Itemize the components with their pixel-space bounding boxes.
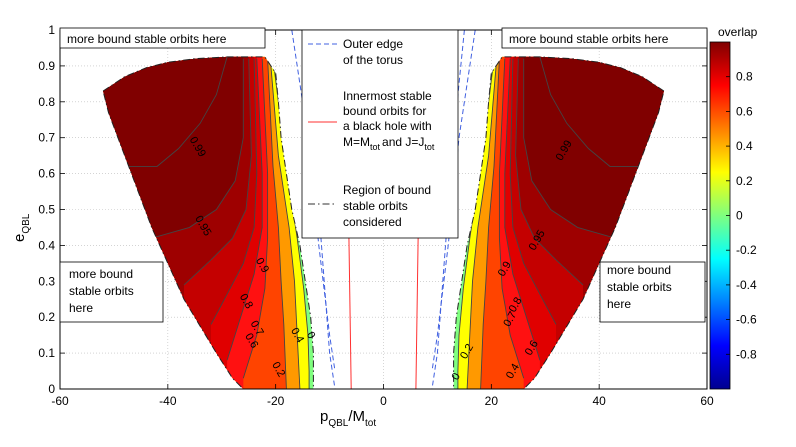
colorbar: overlap 0.8 0.6 0.4 0.2 0 -0.2 -0.4 -0.6 -0.8 [709,25,758,390]
colorbar-tick-label: -0.4 [736,278,757,292]
x-tick-label: 40 [592,394,606,408]
annotation-mid-right-line1: more bound [607,263,671,277]
contour-line [539,56,643,167]
colorbar-tick-label: -0.8 [736,347,757,361]
contour-label: 0 [450,371,463,382]
legend-box [301,29,459,239]
legend-region-line1: Region of bound [343,183,431,197]
contour-line [242,58,269,379]
contour-line [269,58,301,389]
y-tick-label: 0.4 [38,238,55,252]
annotation-mid-left-line3: here [69,301,93,315]
y-tick-label: 0.9 [38,59,55,73]
x-axis-label-m: /M [348,408,365,425]
annotation-mid-right: more bound stable orbits here [599,261,706,323]
x-tick-label: -60 [51,394,69,408]
region-boundary [102,56,314,389]
x-axis-label-qbl: QBL [328,418,348,429]
colorbar-tick-label: 0.4 [736,139,753,153]
y-tick-label: 0.8 [38,95,55,109]
annotation-mid-right-line3: here [607,297,631,311]
x-tick-label: 0 [380,394,387,408]
annotation-mid-left-line2: stable orbits [69,284,134,298]
contour-line [515,58,584,286]
y-tick-label: 0.1 [38,346,55,360]
x-axis-label-tot: tot [365,418,376,429]
x-tick-label: 60 [700,394,714,408]
x-tick-label: -40 [159,394,177,408]
y-tick-label: 0 [48,382,55,396]
annotation-mid-left-line1: more bound [69,267,133,281]
contour-line [210,58,258,325]
y-tick-label: 0.6 [38,167,55,181]
right-region [453,56,664,389]
contour-line [498,58,525,379]
y-tick-label: 0.5 [38,203,55,217]
colorbar-tick-label: 0.2 [736,174,753,188]
colorbar-title: overlap [718,25,758,39]
contour-line [504,58,541,361]
contour-line [226,58,263,361]
y-tick-label: 0.3 [38,274,55,288]
y-tick-label: 1 [48,23,55,37]
y-axis-label-e: e [11,234,28,242]
contour-line [509,58,557,325]
region-boundary [453,56,665,389]
x-tick-label: -20 [267,394,285,408]
legend-torus-line1: Outer edge [343,37,403,51]
y-axis-label-qbl: QBL [21,213,32,233]
legend-isco-line1: Innermost stable [343,89,432,103]
legend-isco-j-sub: tot [424,142,435,152]
contour-line [124,56,228,167]
annotation-top-right-text: more bound stable orbits here [509,32,669,46]
legend-isco-m-sub: tot [370,142,381,152]
colorbar-tick-label: 0.8 [736,70,753,84]
contour-line [480,58,500,389]
legend-isco-line4: M=Mtot and J=Jtot [343,135,435,152]
contour-line [466,58,498,389]
contour-line [183,58,252,286]
annotation-mid-right-line2: stable orbits [607,280,672,294]
legend-isco-m: M=M [343,135,370,149]
contour-label: 0 [304,330,317,341]
legend-torus-line2: of the torus [343,53,403,67]
annotation-top-left: more bound stable orbits here [59,27,266,49]
colorbar-tick-label: -0.6 [736,313,757,327]
x-axis-label-p: p [320,408,328,425]
colorbar-tick-label: 0 [736,209,743,223]
y-tick-label: 0.2 [38,310,55,324]
contour-line [523,58,616,239]
colorbar-tick-label: 0.6 [736,104,753,118]
contour-lines [102,56,665,389]
y-axis-label: eQBL [11,213,32,242]
legend-isco-j: and J=J [382,135,424,149]
y-tick-label: 0.7 [38,131,55,145]
annotation-mid-left: more bound stable orbits here [59,261,164,323]
annotation-top-right: more bound stable orbits here [501,27,708,49]
legend-region-line2: stable orbits [343,199,408,213]
torus-edge-curve [431,30,476,372]
colorbar-tick-label: -0.2 [736,243,757,257]
contour-line [151,58,244,239]
x-tick-label: 20 [485,394,499,408]
x-axis-label: pQBL/Mtot [320,408,376,429]
legend-isco-line3: a black hole with [343,119,432,133]
colorbar-ticks: 0.8 0.6 0.4 0.2 0 -0.2 -0.4 -0.6 -0.8 [726,70,757,361]
axis-ticks: -60 -40 -20 0 20 40 60 0 0.1 0.2 0.3 0.4 0.5 0.6 0.7 0.… [38,23,714,408]
annotation-top-left-text: more bound stable orbits here [67,32,227,46]
contour-line [267,58,287,389]
legend-region-line3: considered [343,215,402,229]
legend: Outer edge of the torus Innermost stable… [301,29,459,239]
legend-isco-line2: bound orbits for [343,104,426,118]
